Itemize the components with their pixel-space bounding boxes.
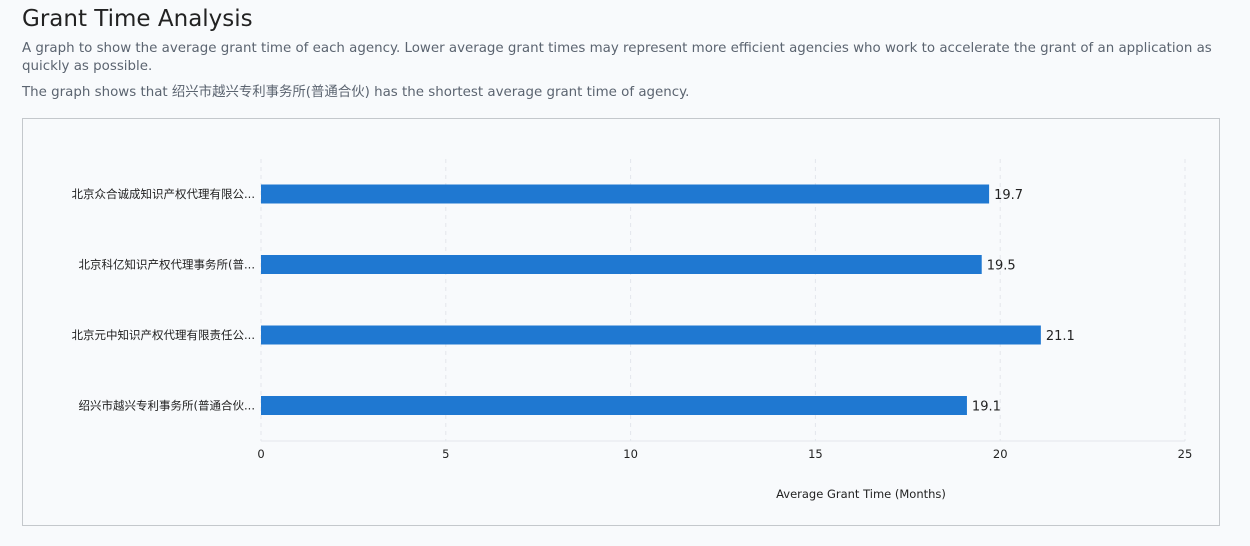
- category-label: 绍兴市越兴专利事务所(普通合伙...: [79, 399, 255, 413]
- bar: [261, 255, 982, 274]
- chart-card: 北京众合诚成知识产权代理有限公... 19.7 北京科亿知识产权代理事务所(普...…: [22, 118, 1220, 526]
- data-label: 19.1: [972, 400, 1001, 415]
- x-tick-label: 25: [1178, 447, 1193, 461]
- bar: [261, 185, 989, 204]
- bar: [261, 396, 967, 415]
- x-tick-label: 0: [257, 447, 264, 461]
- category-label: 北京科亿知识产权代理事务所(普...: [79, 258, 255, 272]
- bar: [261, 326, 1041, 345]
- x-tick-label: 5: [442, 447, 449, 461]
- x-tick-label: 20: [993, 447, 1008, 461]
- category-label: 北京众合诚成知识产权代理有限公...: [72, 187, 255, 201]
- data-label: 19.7: [994, 188, 1023, 203]
- x-tick-label: 15: [808, 447, 823, 461]
- x-axis-title: Average Grant Time (Months): [776, 487, 946, 501]
- data-label: 19.5: [987, 259, 1016, 274]
- page-title: Grant Time Analysis: [22, 4, 253, 34]
- chart-summary: The graph shows that 绍兴市越兴专利事务所(普通合伙) ha…: [22, 84, 1227, 102]
- category-label: 北京元中知识产权代理有限责任公...: [72, 328, 255, 342]
- x-tick-label: 10: [623, 447, 638, 461]
- page-description: A graph to show the average grant time o…: [22, 40, 1227, 76]
- data-label: 21.1: [1046, 329, 1075, 344]
- bar-chart: 北京众合诚成知识产权代理有限公... 19.7 北京科亿知识产权代理事务所(普...…: [23, 119, 1219, 525]
